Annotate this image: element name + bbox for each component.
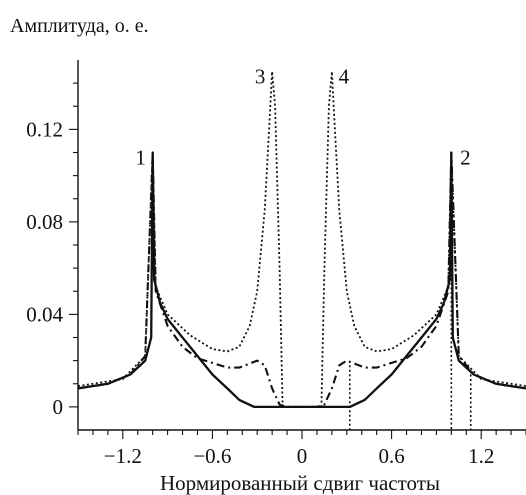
series-solid-line [77,151,526,409]
curve-label-4: 4 [339,65,350,89]
x-axis-label: Нормированный сдвиг частоты [160,471,440,495]
x-tick-label: −0.6 [193,444,231,468]
x-tick-label: 0.6 [378,444,404,468]
x-tick-label: 0 [297,444,308,468]
y-tick-label: 0.12 [26,117,63,141]
curve-label-3: 3 [255,65,266,89]
curve-label-1: 1 [135,146,146,170]
y-tick-label: 0.04 [26,302,63,326]
y-tick-label: 0 [53,395,64,419]
x-tick-label: −1.2 [104,444,142,468]
annotation-layer: 1 2 3 4 [135,65,470,170]
y-tick-label: 0.08 [26,210,63,234]
y-axis-label: Амплитуда, о. е. [10,15,149,37]
curve-label-2: 2 [460,146,471,170]
axes: −1.2 −0.6 0 0.6 1.2 0 0.04 0.08 0.12 [26,60,526,468]
x-tick-label: 1.2 [468,444,494,468]
series-dotted-line [77,70,526,408]
series-layer [77,70,526,430]
series-dashed-line [77,151,526,408]
